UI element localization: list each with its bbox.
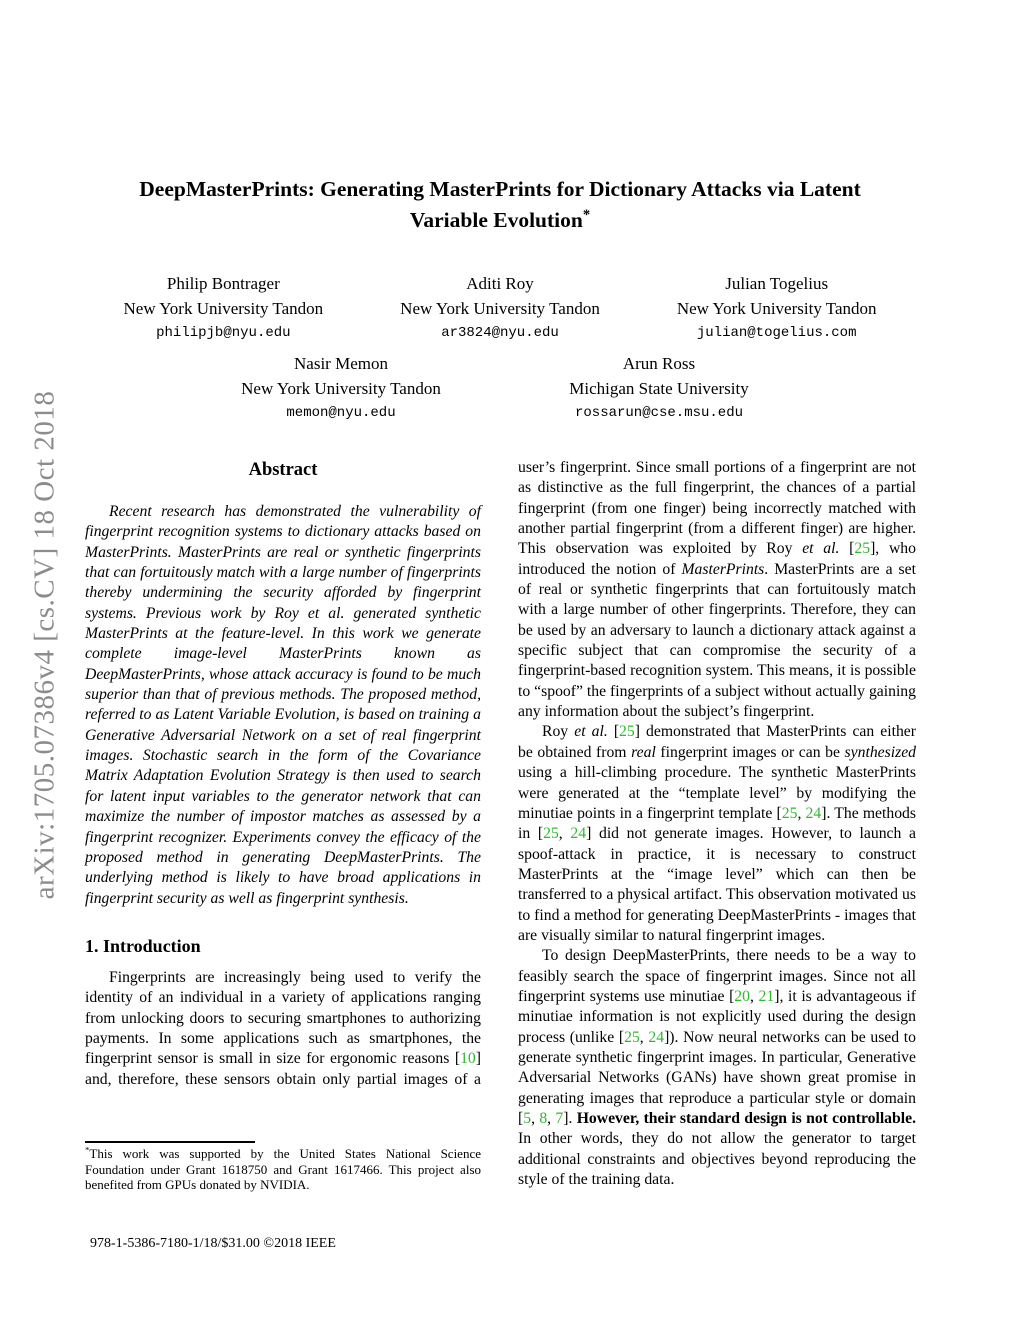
- citation-link[interactable]: 25: [624, 1028, 640, 1046]
- author-name: Aditi Roy: [466, 274, 534, 293]
- author-block: Julian Togelius New York University Tand…: [638, 271, 915, 346]
- author-affiliation: New York University Tandon: [241, 379, 441, 398]
- arxiv-stamp: arXiv:1705.07386v4 [cs.CV] 18 Oct 2018: [28, 390, 61, 900]
- author-affiliation: New York University Tandon: [676, 299, 877, 318]
- footnote: *This work was supported by the United S…: [85, 1141, 481, 1193]
- citation-link[interactable]: 24: [805, 804, 822, 822]
- author-block: Aditi Roy New York University Tandon ar3…: [362, 271, 639, 346]
- abstract-text: Recent research has demonstrated the vul…: [85, 503, 481, 907]
- right-column: user’s fingerprint. Since small portions…: [518, 458, 916, 1190]
- abstract-heading: Abstract: [248, 460, 318, 480]
- author-name: Philip Bontrager: [166, 274, 280, 293]
- paper-title: DeepMasterPrints: Generating MasterPrint…: [85, 174, 915, 236]
- citation-link[interactable]: 20: [734, 987, 750, 1005]
- authors-row-1: Philip Bontrager New York University Tan…: [85, 271, 915, 346]
- left-column: Abstract Recent research has demonstrate…: [85, 458, 481, 1090]
- citation-link[interactable]: 5: [523, 1110, 532, 1127]
- author-email: ar3824@nyu.edu: [441, 325, 559, 341]
- copyright-line: 978-1-5386-7180-1/18/$31.00 ©2018 IEEE: [90, 1236, 336, 1251]
- authors-row-2: Nasir Memon New York University Tandon m…: [85, 351, 915, 426]
- citation-link[interactable]: 21: [758, 987, 775, 1005]
- author-affiliation: New York University Tandon: [400, 299, 600, 318]
- body-paragraph: To design DeepMasterPrints, there needs …: [518, 947, 916, 1189]
- author-block: Arun Ross Michigan State University ross…: [528, 351, 790, 426]
- body-paragraph: Roy et al. [25] demonstrated that Master…: [518, 723, 916, 944]
- author-block: Nasir Memon New York University Tandon m…: [210, 351, 472, 426]
- citation-link[interactable]: 25: [543, 825, 559, 843]
- author-email: julian@togelius.com: [696, 325, 857, 341]
- author-name: Arun Ross: [622, 354, 696, 373]
- author-name: Nasir Memon: [294, 354, 388, 373]
- author-email: rossarun@cse.msu.edu: [574, 405, 744, 421]
- citation-link[interactable]: 8: [539, 1110, 548, 1127]
- citation-link[interactable]: 25: [619, 723, 635, 741]
- author-email: philipjb@nyu.edu: [156, 325, 291, 341]
- section-heading-introduction: 1. Introduction: [85, 935, 201, 956]
- author-name: Julian Togelius: [725, 274, 829, 293]
- citation-link[interactable]: 25: [781, 804, 798, 822]
- body-paragraph: user’s fingerprint. Since small portions…: [518, 459, 916, 721]
- paper-title-line1: DeepMasterPrints: Generating MasterPrint…: [139, 177, 861, 201]
- citation-link[interactable]: 24: [648, 1028, 665, 1046]
- citation-link[interactable]: 25: [854, 540, 871, 558]
- author-block: Philip Bontrager New York University Tan…: [85, 271, 362, 346]
- citation-link[interactable]: 10: [460, 1050, 476, 1068]
- author-email: memon@nyu.edu: [286, 405, 396, 421]
- paper-title-line2: Variable Evolution*: [409, 206, 591, 232]
- intro-paragraph: Fingerprints are increasingly being used…: [85, 968, 481, 1088]
- author-affiliation: Michigan State University: [569, 379, 749, 398]
- footnote-text: *This work was supported by the United S…: [85, 1144, 481, 1192]
- author-affiliation: New York University Tandon: [123, 299, 324, 318]
- citation-link[interactable]: 24: [570, 825, 587, 843]
- citation-link[interactable]: 7: [555, 1110, 564, 1127]
- footnote-divider: [85, 1141, 255, 1143]
